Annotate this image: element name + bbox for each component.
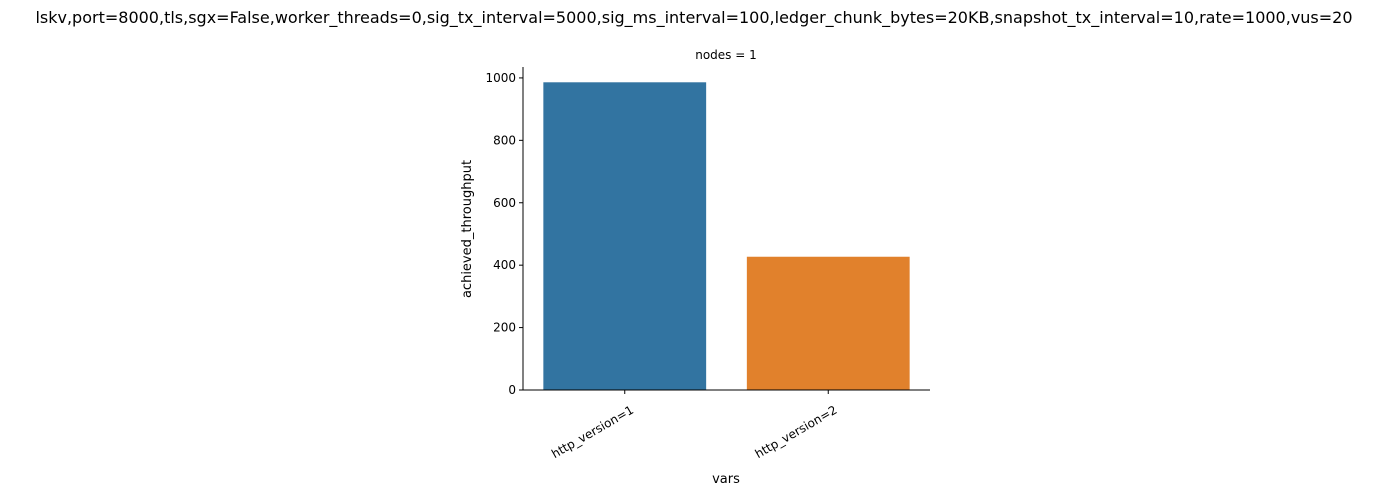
y-tick-label: 800 xyxy=(493,133,516,147)
bar-1 xyxy=(543,82,707,391)
y-tick-label: 400 xyxy=(493,258,516,272)
chart-title: lskv,port=8000,tls,sgx=False,worker_thre… xyxy=(35,8,1352,28)
x-axis-label: vars xyxy=(712,472,740,487)
x-tick-label: http_version=1 xyxy=(549,403,636,461)
panel-title: nodes = 1 xyxy=(695,48,757,62)
bars-group xyxy=(543,82,910,391)
bar-2 xyxy=(746,256,910,390)
x-axis-ticks: http_version=1 http_version=2 xyxy=(549,390,840,461)
y-tick-label: 200 xyxy=(493,321,516,335)
x-tick-label: http_version=2 xyxy=(753,403,840,461)
y-axis-label: achieved_throughput xyxy=(460,160,475,298)
y-tick-label: 1000 xyxy=(485,71,516,85)
y-axis-ticks: 0 200 400 600 800 1000 xyxy=(485,71,523,397)
y-tick-label: 600 xyxy=(493,196,516,210)
y-tick-label: 0 xyxy=(508,383,516,397)
